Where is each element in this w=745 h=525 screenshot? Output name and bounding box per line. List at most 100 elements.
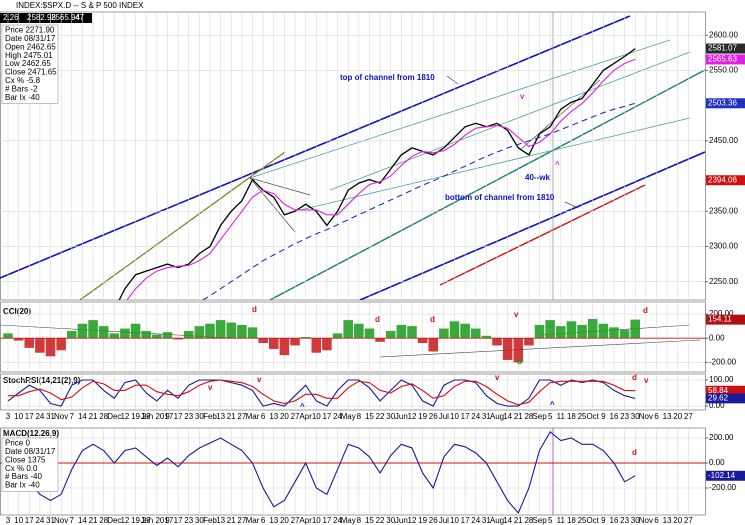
bar (354, 323, 364, 339)
quote-value: 2.26 (3, 13, 19, 22)
cci-panel (0, 301, 706, 373)
bar (120, 328, 130, 339)
x-tick-label: 6 (261, 516, 266, 525)
value-label: 29.62 (708, 393, 729, 402)
bar (577, 324, 587, 339)
panel-title: CCI(20) (3, 307, 31, 316)
x-tick-label: 10 (14, 412, 23, 421)
x-tick-label: 24 (471, 412, 480, 421)
x-tick-label: 14 (78, 516, 87, 525)
x-tick-label: 9 (601, 516, 606, 525)
x-tick-label: Aug (490, 412, 504, 421)
x-tick-label: Jan 2017 (140, 516, 173, 525)
bar (300, 337, 311, 339)
panel-title: StochRSI(14,21(2),9) (3, 376, 81, 385)
bar (598, 323, 609, 339)
x-tick-label: 13 (269, 412, 278, 421)
value-label: 154.11 (708, 315, 732, 324)
y-tick-label: 200.00 (709, 433, 734, 442)
x-tick-label: 24 (471, 516, 480, 525)
value-label-box (706, 385, 745, 396)
x-tick-label: 5 (548, 412, 553, 421)
x-tick-label: 7 (70, 412, 75, 421)
bar (183, 330, 194, 339)
macd-panel (0, 427, 706, 516)
x-tick-label: Aug (490, 516, 504, 525)
x-tick-label: 13 (269, 516, 278, 525)
x-tick-label: 9 (165, 412, 170, 421)
x-tick-label: 21 (227, 412, 236, 421)
bar (130, 323, 141, 339)
bar (24, 338, 35, 348)
bar (173, 338, 183, 340)
bar (460, 323, 470, 339)
bar (56, 338, 66, 351)
y-tick-label: 2550.00 (709, 66, 738, 75)
x-tick-label: 28 (99, 516, 108, 525)
x-tick-label: 11 (557, 412, 566, 421)
bar (258, 338, 268, 344)
x-tick-label: 30 (631, 516, 640, 525)
annotation: ^ (555, 160, 560, 169)
x-tick-label: 18 (567, 412, 576, 421)
info-text: Date 08/31/17 (5, 34, 56, 43)
annotation: d (517, 357, 522, 366)
y-tick-label: 200.00 (709, 309, 734, 318)
annotation: d (252, 305, 257, 314)
x-tick-label: 6 (654, 412, 659, 421)
x-tick-label: 10 (450, 516, 459, 525)
bar (332, 333, 343, 339)
x-tick-label: 22 (376, 412, 385, 421)
x-tick-label: 30 (195, 412, 204, 421)
x-tick-label: Jul (439, 412, 449, 421)
x-tick-label: 21 (514, 516, 523, 525)
x-tick-label: 9 (601, 412, 606, 421)
value-label: 2394.06 (708, 175, 737, 184)
x-tick-label: 23 (184, 516, 193, 525)
bar (226, 322, 237, 339)
value-label: 58.84 (708, 386, 729, 395)
x-tick-label: 25 (578, 412, 587, 421)
bar (152, 334, 162, 339)
bar (322, 338, 332, 351)
x-tick-label: Jul (439, 516, 449, 525)
trend-line (249, 177, 311, 196)
x-tick-label: 31 (46, 516, 55, 525)
x-tick-label: 12 (408, 516, 417, 525)
series-line (201, 102, 636, 300)
x-tick-label: 27 (237, 516, 246, 525)
annotation: d (632, 373, 637, 382)
value-label: 2581.07 (708, 44, 737, 53)
bar (534, 324, 545, 339)
x-tick-label: 12 (120, 516, 129, 525)
annotation: d (632, 448, 637, 457)
info-text: Cx % -5.8 (5, 76, 41, 85)
quote-bar (0, 13, 92, 23)
bar (268, 338, 279, 350)
bar (3, 333, 13, 339)
bar (481, 335, 492, 339)
trend-line (329, 51, 691, 191)
annotation: v (644, 376, 649, 385)
x-tick-label: Sep (532, 516, 547, 525)
bar (587, 318, 598, 339)
x-tick-label: 17 (25, 516, 34, 525)
x-tick-label: 13 (216, 516, 225, 525)
bar (439, 328, 449, 339)
x-tick-label: 27 (291, 412, 300, 421)
x-tick-label: 31 (482, 412, 491, 421)
x-tick-label: Nov (639, 412, 653, 421)
value-label-box (706, 314, 745, 325)
x-tick-label: May (341, 412, 356, 421)
x-tick-label: 19 (418, 516, 427, 525)
series-line (7, 430, 636, 515)
x-tick-label: 16 (610, 412, 619, 421)
x-tick-label: 27 (142, 412, 151, 421)
pointer (446, 75, 459, 85)
value-label-box (706, 43, 745, 54)
x-tick-label: 17 (174, 516, 183, 525)
x-tick-label: 23 (620, 516, 629, 525)
y-tick-label: 100.00 (709, 375, 734, 384)
quote-value: 47 (75, 13, 84, 22)
